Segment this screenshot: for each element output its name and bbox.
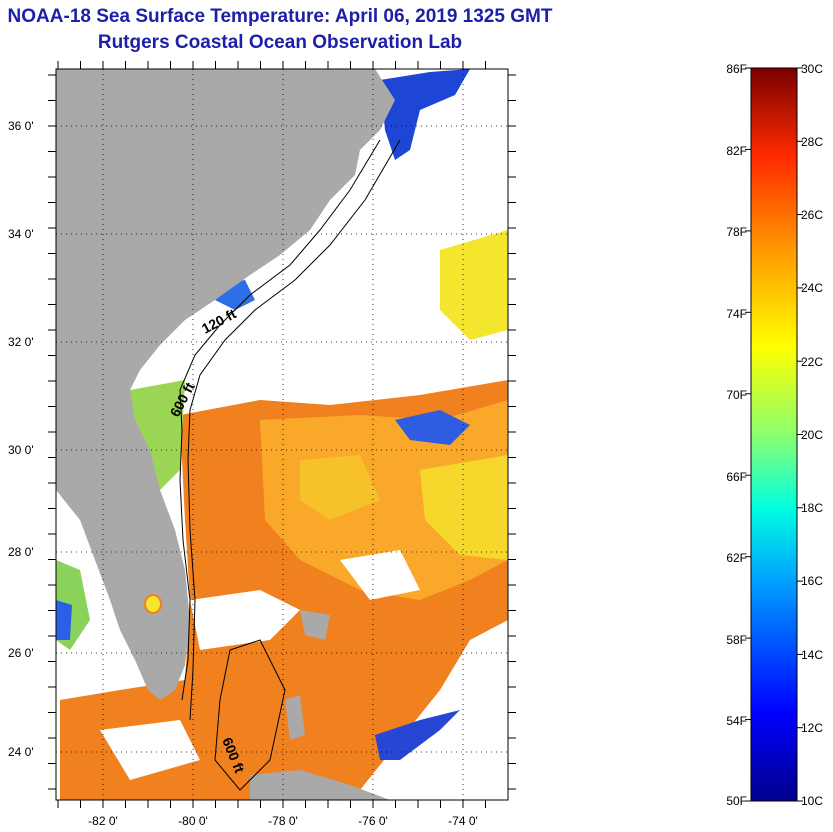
f-label-54: 54F bbox=[726, 714, 747, 728]
lon-label-80: -80 0' bbox=[178, 814, 208, 828]
colorbar-gradient bbox=[750, 67, 798, 802]
f-label-58: 58F bbox=[726, 633, 747, 647]
lat-label-24: 24 0' bbox=[8, 745, 34, 759]
cold-water-ne bbox=[380, 69, 470, 160]
c-label-26: 26C bbox=[801, 208, 823, 222]
axis-ticks bbox=[48, 61, 516, 808]
lon-label-76: -76 0' bbox=[358, 814, 388, 828]
lon-label-74: -74 0' bbox=[448, 814, 478, 828]
cloud-gap-3 bbox=[100, 720, 200, 780]
c-label-22: 22C bbox=[801, 355, 823, 369]
graticule bbox=[56, 69, 508, 800]
f-label-78: 78F bbox=[726, 225, 747, 239]
f-label-70: 70F bbox=[726, 388, 747, 402]
lon-label-82: -82 0' bbox=[88, 814, 118, 828]
c-label-12: 12C bbox=[801, 721, 823, 735]
map-field bbox=[56, 69, 508, 800]
lat-label-28: 28 0' bbox=[8, 545, 34, 559]
f-label-74: 74F bbox=[726, 307, 747, 321]
us-landmass bbox=[56, 69, 395, 700]
contour-bahamas-bank bbox=[214, 639, 286, 791]
lat-label-26: 26 0' bbox=[8, 646, 34, 660]
c-label-28: 28C bbox=[801, 135, 823, 149]
map-frame bbox=[55, 68, 509, 801]
cold-water-patch-4 bbox=[56, 600, 72, 640]
c-label-24: 24C bbox=[801, 281, 823, 295]
cloud-gap-1 bbox=[190, 590, 300, 650]
lat-label-30: 30 0' bbox=[8, 443, 34, 457]
f-label-86: 86F bbox=[726, 62, 747, 76]
yellow-water-c bbox=[300, 455, 380, 520]
bahamas-island-1 bbox=[285, 695, 305, 740]
c-label-18: 18C bbox=[801, 501, 823, 515]
c-label-16: 16C bbox=[801, 574, 823, 588]
c-label-10: 10C bbox=[801, 794, 823, 808]
map-title: NOAA-18 Sea Surface Temperature: April 0… bbox=[7, 6, 553, 27]
bahamas-island-2 bbox=[300, 610, 330, 640]
contour-600ft bbox=[187, 139, 401, 721]
lat-label-32: 32 0' bbox=[8, 335, 34, 349]
c-label-30: 30C bbox=[801, 62, 823, 76]
c-label-14: 14C bbox=[801, 648, 823, 662]
cloud-gap-2 bbox=[340, 550, 420, 600]
cold-water-patch-2 bbox=[395, 410, 470, 445]
f-label-82: 82F bbox=[726, 144, 747, 158]
lat-label-34: 34 0' bbox=[8, 227, 34, 241]
cuba-landmass bbox=[250, 770, 390, 800]
yellow-water-ne bbox=[440, 230, 508, 340]
f-label-62: 62F bbox=[726, 551, 747, 565]
cold-water-patch-3 bbox=[375, 710, 460, 760]
f-label-66: 66F bbox=[726, 470, 747, 484]
colorbar-celsius-labels: 30C 28C 26C 24C 22C 20C 18C 16C 14C 12C … bbox=[801, 62, 823, 808]
yellow-water-e bbox=[420, 455, 508, 560]
lat-label-36: 36 0' bbox=[8, 119, 34, 133]
colorbar-ticks bbox=[745, 67, 803, 802]
lon-label-78: -78 0' bbox=[268, 814, 298, 828]
lake-okeechobee bbox=[144, 594, 162, 614]
c-label-20: 20C bbox=[801, 428, 823, 442]
contour-120ft bbox=[179, 139, 381, 701]
map-subtitle: Rutgers Coastal Ocean Observation Lab bbox=[97, 32, 463, 53]
f-label-50: 50F bbox=[726, 794, 747, 808]
colorbar-fahrenheit-labels: 86F 82F 78F 74F 70F 66F 62F 58F 54F 50F bbox=[726, 62, 747, 808]
